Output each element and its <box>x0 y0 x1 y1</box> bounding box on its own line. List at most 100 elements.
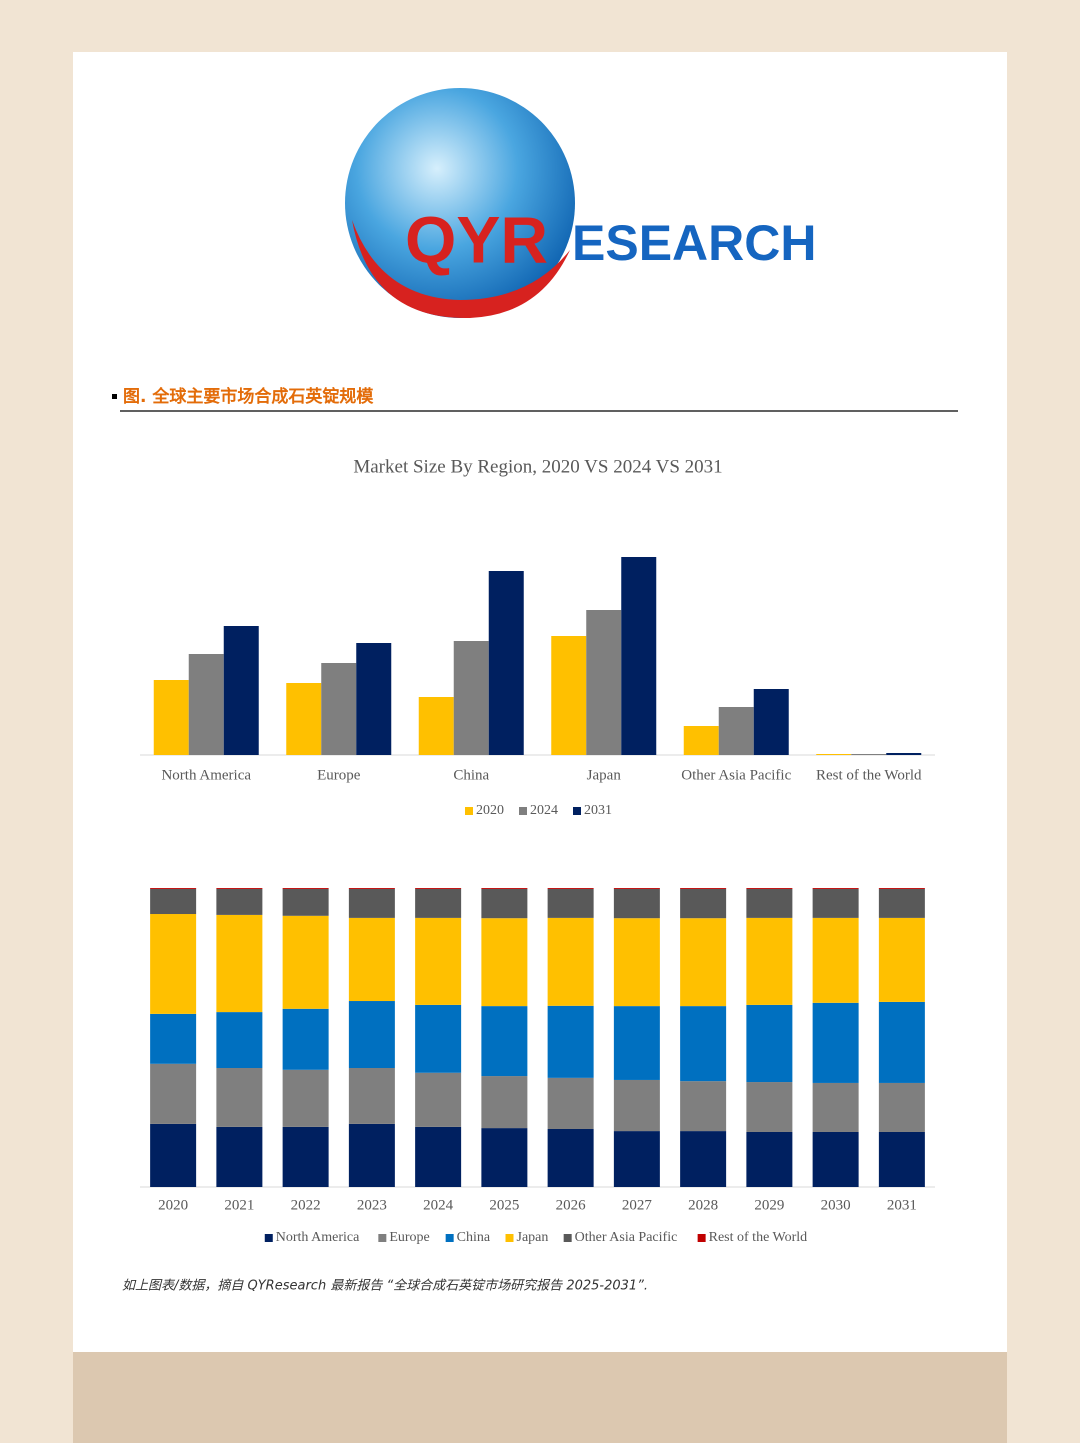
bar-segment <box>746 1082 793 1132</box>
bar <box>816 754 852 755</box>
bar <box>453 641 489 755</box>
bar-segment <box>878 1131 925 1187</box>
logo-text-blue: ESEARCH <box>572 215 816 271</box>
bar-segment <box>547 1005 594 1078</box>
bar <box>188 654 224 755</box>
bar <box>586 610 622 755</box>
bar-segment <box>746 1131 793 1187</box>
bar-segment <box>613 888 660 889</box>
x-tick-label: 2026 <box>556 1197 587 1213</box>
legend-label: Japan <box>517 1230 549 1245</box>
section-heading: 图. 全球主要市场合成石英锭规模 <box>123 386 374 407</box>
bar-segment <box>348 888 395 889</box>
legend-label: 2020 <box>476 803 504 818</box>
bar <box>223 626 259 755</box>
bar-segment <box>680 888 727 919</box>
x-tick-label: 2024 <box>423 1197 454 1213</box>
x-tick-label: 2030 <box>821 1197 851 1213</box>
legend-label: Other Asia Pacific <box>575 1230 678 1245</box>
bar-segment <box>746 917 793 1005</box>
legend-swatch <box>465 807 473 815</box>
bar-segment <box>216 1126 263 1187</box>
bar <box>321 663 357 755</box>
bar-segment <box>216 914 263 1013</box>
bar-segment <box>150 888 197 915</box>
bar-segment <box>547 888 594 889</box>
bar-segment <box>150 1123 197 1187</box>
bar-segment <box>282 1126 329 1187</box>
logo-globe <box>345 88 575 318</box>
bar-segment <box>613 1006 660 1080</box>
x-tick-label: 2022 <box>291 1197 321 1213</box>
chart-title: Market Size By Region, 2020 VS 2024 VS 2… <box>353 456 722 477</box>
bar-segment <box>481 1128 528 1187</box>
bar-segment <box>282 915 329 1009</box>
bar-segment <box>812 917 859 1003</box>
bar-segment <box>150 888 197 889</box>
bar-segment <box>746 888 793 918</box>
bar-segment <box>415 1072 462 1127</box>
bar-segment <box>150 914 197 1014</box>
bar <box>286 683 322 755</box>
legend-label: China <box>457 1230 491 1245</box>
bar-segment <box>812 888 859 889</box>
bar <box>886 753 922 755</box>
legend-swatch <box>697 1234 706 1242</box>
bar-segment <box>812 1082 859 1132</box>
bar-segment <box>878 917 925 1002</box>
logo-text-red: QYR <box>405 202 548 276</box>
x-tick-label: Other Asia Pacific <box>681 767 791 783</box>
bar-segment <box>282 888 329 916</box>
bar-segment <box>348 1001 395 1068</box>
bar <box>418 697 454 755</box>
logo-swoosh <box>352 220 570 319</box>
bar-segment <box>680 1081 727 1132</box>
bar-segment <box>348 888 395 918</box>
bar-segment <box>216 888 263 889</box>
bar-segment <box>613 918 660 1007</box>
legend-swatch <box>573 807 581 815</box>
sheet-bottom <box>73 1352 1007 1443</box>
bar-segment <box>481 918 528 1007</box>
bar-segment <box>547 1077 594 1129</box>
x-tick-label: 2023 <box>357 1197 387 1213</box>
bar-segment <box>481 1076 528 1129</box>
bar-segment <box>282 888 329 889</box>
x-tick-label: 2021 <box>224 1197 254 1213</box>
bar-segment <box>415 1004 462 1073</box>
bar-segment <box>878 888 925 889</box>
bar-segment <box>150 1013 197 1064</box>
bar-segment <box>282 1008 329 1070</box>
bar-segment <box>680 888 727 889</box>
bar-segment <box>812 1131 859 1187</box>
legend-label: 2024 <box>530 803 558 818</box>
bar-segment <box>680 1131 727 1187</box>
bar-segment <box>481 1006 528 1077</box>
bar-segment <box>613 1079 660 1132</box>
bar <box>683 726 719 755</box>
bar-segment <box>878 888 925 918</box>
legend-label: 2031 <box>584 803 612 818</box>
x-tick-label: 2020 <box>158 1197 188 1213</box>
x-tick-label: 2029 <box>754 1197 784 1213</box>
bar-segment <box>348 1123 395 1187</box>
legend-label: Rest of the World <box>709 1230 808 1245</box>
bar <box>753 689 789 755</box>
legend-swatch <box>264 1234 273 1242</box>
legend-label: North America <box>276 1230 360 1245</box>
x-tick-label: Rest of the World <box>816 767 922 783</box>
bar-segment <box>746 1004 793 1083</box>
bar-segment <box>216 1067 263 1127</box>
bar-segment <box>415 888 462 918</box>
bullet <box>112 394 117 399</box>
bar-segment <box>348 1067 395 1124</box>
legend-label: Europe <box>389 1230 429 1245</box>
bar-segment <box>150 1063 197 1124</box>
legend-swatch <box>563 1234 572 1242</box>
bar-segment <box>415 917 462 1005</box>
bar-segment <box>282 1069 329 1127</box>
bar-segment <box>216 888 263 915</box>
bar-segment <box>613 1131 660 1187</box>
bar-segment <box>878 1082 925 1132</box>
